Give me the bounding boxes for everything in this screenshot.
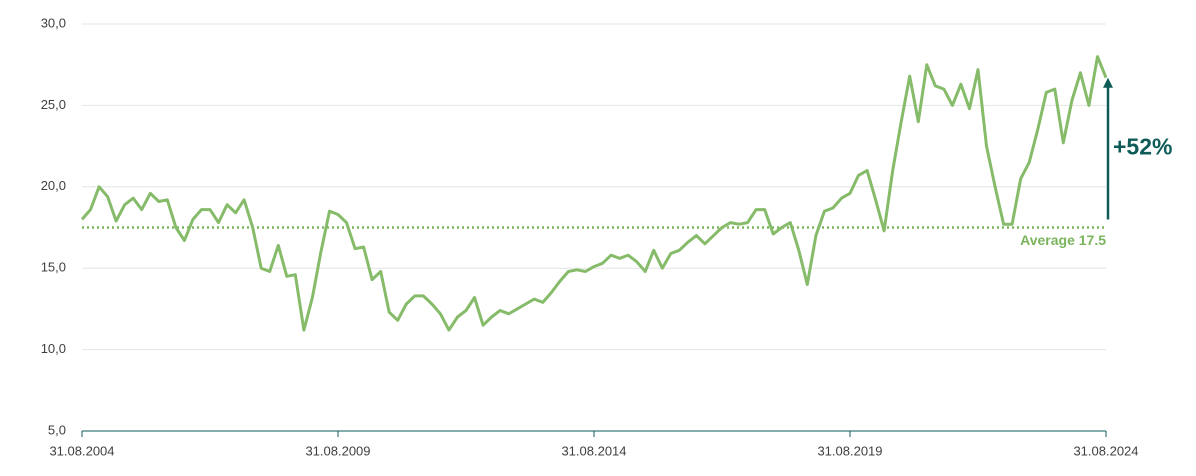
y-tick-label: 25,0: [41, 97, 66, 112]
y-tick-label: 15,0: [41, 260, 66, 275]
y-tick-label: 20,0: [41, 178, 66, 193]
data-line: [80, 55, 1108, 332]
x-tick-label: 31.08.2014: [561, 443, 626, 458]
y-tick-label: 10,0: [41, 341, 66, 356]
x-tick-label: 31.08.2019: [817, 443, 882, 458]
x-tick-label: 31.08.2024: [1073, 443, 1138, 458]
x-tick-label: 31.08.2009: [305, 443, 370, 458]
change-label: +52%: [1113, 134, 1172, 160]
y-tick-label: 5,0: [48, 422, 66, 437]
y-tick-label: 30,0: [41, 15, 66, 30]
x-tick-label: 31.08.2004: [49, 443, 114, 458]
average-label: Average 17.5: [1020, 232, 1106, 248]
arrow-head: [1103, 77, 1113, 88]
